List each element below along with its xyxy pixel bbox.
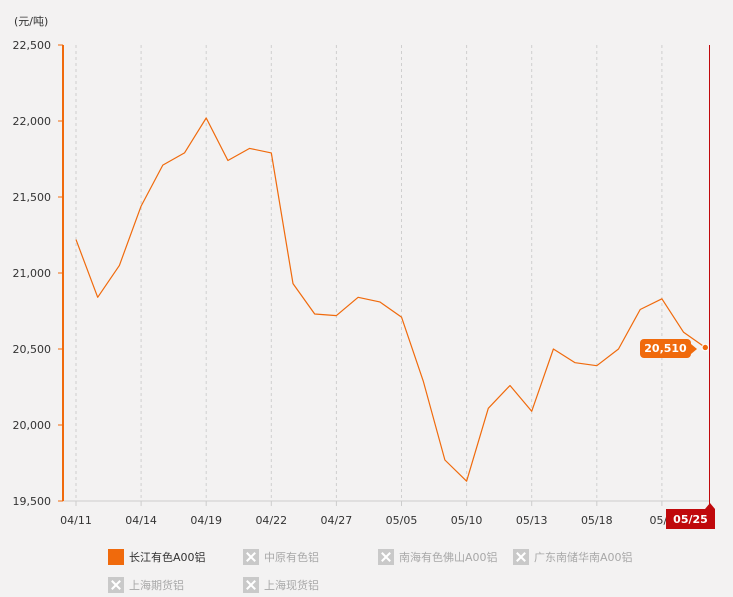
y-tick-label: 20,000	[13, 419, 52, 432]
y-tick-label: 19,500	[13, 495, 52, 508]
x-tick-label: 04/22	[255, 514, 287, 527]
x-tick-label: 04/19	[190, 514, 222, 527]
legend-label: 南海有色佛山A00铝	[399, 551, 498, 564]
legend-item-shspot[interactable]: 上海现货铝	[243, 577, 319, 593]
x-tick-label: 04/11	[60, 514, 92, 527]
y-tick-label: 20,500	[13, 343, 52, 356]
legend-item-nanhai[interactable]: 南海有色佛山A00铝	[378, 549, 498, 565]
disabled-x-icon	[513, 549, 529, 565]
y-tick-label: 21,500	[13, 191, 52, 204]
y-axis-unit: (元/吨)	[14, 15, 49, 28]
x-tick-label: 05/10	[451, 514, 483, 527]
crosshair-date-label: 05/25	[666, 503, 715, 529]
x-tick-label: 05/13	[516, 514, 548, 527]
data-point-last	[701, 343, 709, 352]
legend-item-changjiang[interactable]: 长江有色A00铝	[108, 549, 206, 565]
y-tick-label: 21,000	[13, 267, 52, 280]
x-tick-label: 05/05	[386, 514, 418, 527]
legend-item-guangdong[interactable]: 广东南储华南A00铝	[513, 549, 633, 565]
x-tick-label: 04/14	[125, 514, 157, 527]
legend-label: 长江有色A00铝	[129, 551, 206, 564]
y-tick-label: 22,500	[13, 39, 52, 52]
legend-item-shfe[interactable]: 上海期货铝	[108, 577, 184, 593]
legend-label: 上海现货铝	[264, 579, 319, 592]
legend-item-zhongyuan[interactable]: 中原有色铝	[243, 549, 319, 565]
disabled-x-icon	[108, 577, 124, 593]
legend-label: 中原有色铝	[264, 551, 319, 564]
disabled-x-icon	[378, 549, 394, 565]
tooltip-value: 20,510	[640, 339, 697, 358]
disabled-x-icon	[243, 577, 259, 593]
disabled-x-icon	[243, 549, 259, 565]
x-tick-label: 04/27	[321, 514, 353, 527]
legend-swatch-on	[108, 549, 124, 565]
legend-label: 广东南储华南A00铝	[534, 551, 633, 564]
legend-label: 上海期货铝	[129, 579, 184, 592]
x-tick-label: 05/18	[581, 514, 613, 527]
y-tick-label: 22,000	[13, 115, 52, 128]
series-line-changjiang	[75, 117, 706, 482]
